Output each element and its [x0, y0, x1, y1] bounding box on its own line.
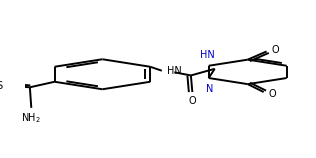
Text: O: O: [269, 89, 276, 99]
Text: HN: HN: [167, 67, 182, 76]
Text: O: O: [272, 45, 279, 55]
Text: O: O: [189, 95, 196, 106]
Text: S: S: [0, 81, 3, 91]
Text: HN: HN: [200, 50, 215, 60]
Text: N: N: [206, 84, 214, 94]
Text: NH$_2$: NH$_2$: [21, 111, 41, 125]
